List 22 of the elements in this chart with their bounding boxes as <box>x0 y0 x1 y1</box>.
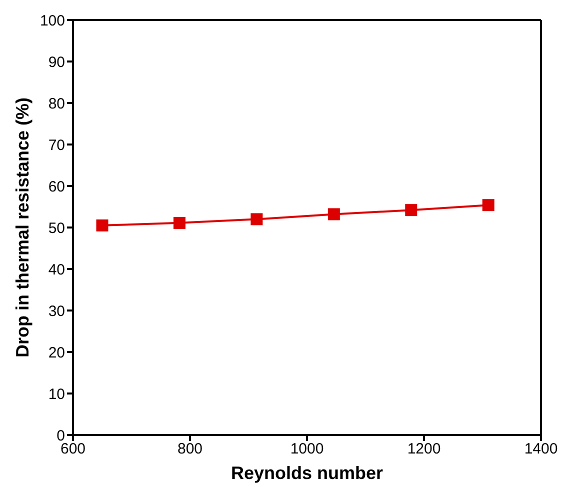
y-axis-title: Drop in thermal resistance (%) <box>12 97 32 358</box>
x-axis-title: Reynolds number <box>230 463 384 483</box>
y-tick-label: 20 <box>48 344 65 362</box>
point <box>173 216 186 229</box>
point <box>328 208 340 220</box>
y-tick-label: 10 <box>48 386 65 403</box>
y-tick-label: 80 <box>48 95 65 112</box>
y-tick-label: 40 <box>48 261 65 278</box>
x-tick-label: 800 <box>177 440 203 458</box>
point <box>405 204 418 216</box>
x-tick-label: 1000 <box>290 440 324 458</box>
y-tick-label: 90 <box>48 54 65 71</box>
point <box>482 199 494 212</box>
point <box>96 219 108 232</box>
y-tick-label: 30 <box>48 302 65 320</box>
point <box>250 213 263 226</box>
y-tick-label: 50 <box>48 220 65 237</box>
y-tick-label: 60 <box>48 178 65 196</box>
x-tick-label: 1200 <box>407 440 441 458</box>
y-tick-label: 70 <box>48 136 65 154</box>
x-tick-label: 1400 <box>524 440 558 458</box>
y-tick-label: 100 <box>40 12 65 30</box>
